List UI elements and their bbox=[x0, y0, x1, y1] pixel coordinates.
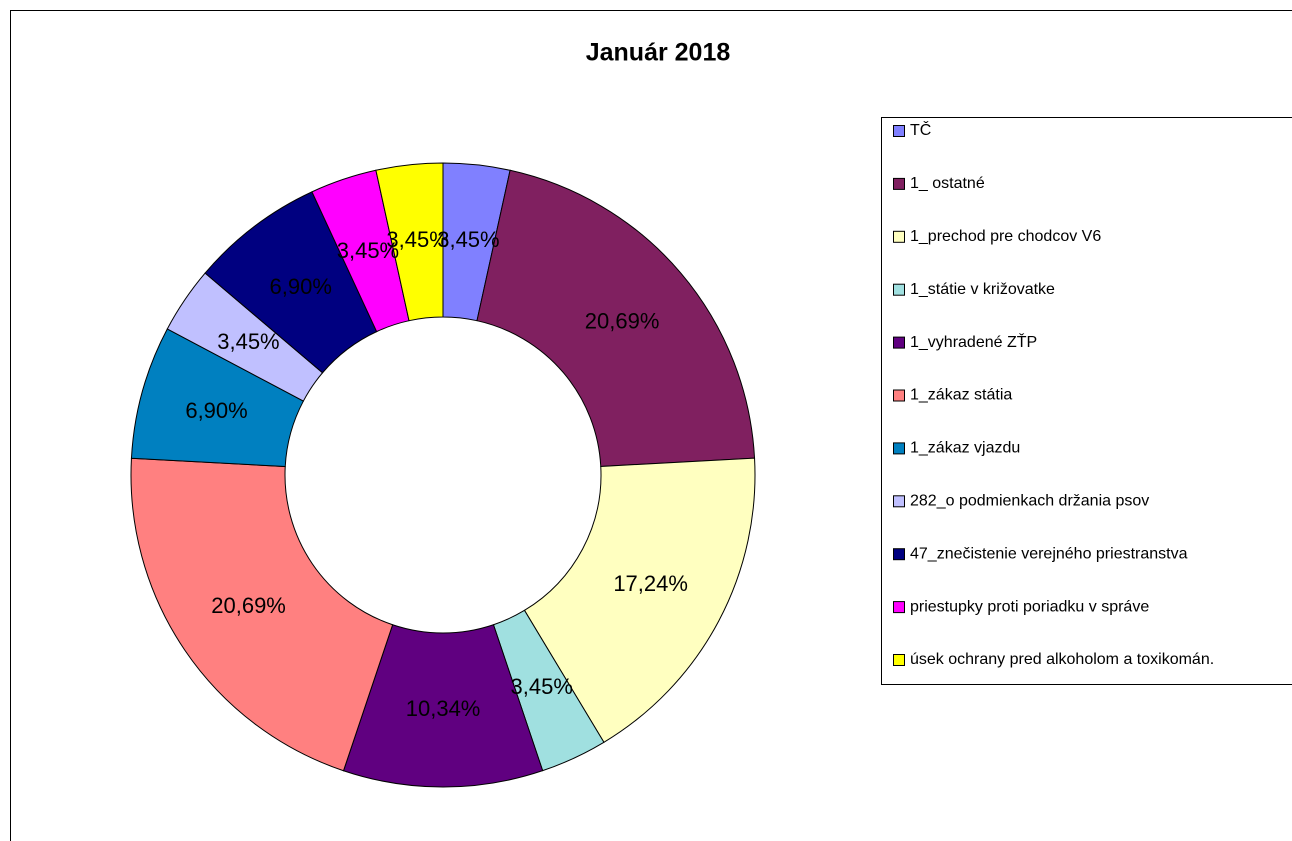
legend-swatch bbox=[893, 177, 905, 190]
legend-swatch bbox=[893, 601, 905, 614]
legend-swatch bbox=[893, 336, 905, 349]
legend-label: 1_státie v križovatke bbox=[910, 281, 1055, 298]
legend-swatch bbox=[893, 230, 905, 243]
data-label: 10,34% bbox=[406, 696, 481, 721]
legend-swatch bbox=[893, 548, 905, 561]
legend-label: 282_o podmienkach držania psov bbox=[910, 493, 1149, 510]
legend-label: 1_zákaz vjazdu bbox=[910, 440, 1020, 457]
data-label: 20,69% bbox=[211, 593, 286, 618]
legend-label: 47_znečistenie verejného priestranstva bbox=[910, 545, 1188, 562]
legend-swatch bbox=[893, 389, 905, 402]
legend-swatch bbox=[893, 283, 905, 296]
donut-slice bbox=[375, 162, 444, 322]
legend-label: 1_ ostatné bbox=[910, 175, 985, 192]
legend-label: priestupky proti poriadku v správe bbox=[910, 598, 1149, 615]
donut-slice bbox=[523, 457, 756, 743]
data-label: 3,45% bbox=[337, 238, 399, 263]
legend-label: úsek ochrany pred alkoholom a toxikomán. bbox=[910, 651, 1214, 668]
data-label: 6,90% bbox=[270, 274, 332, 299]
data-label: 3,45% bbox=[511, 674, 573, 699]
legend-swatch bbox=[893, 654, 905, 666]
data-label: 3,45% bbox=[217, 329, 279, 354]
data-label: 3,45% bbox=[437, 227, 499, 252]
legend-swatch bbox=[893, 125, 905, 137]
legend-label: 1_zákaz státia bbox=[910, 387, 1012, 404]
data-label: 20,69% bbox=[585, 309, 660, 334]
chart-frame bbox=[10, 10, 1292, 841]
legend-swatch bbox=[893, 442, 905, 455]
chart-title: Január 2018 bbox=[586, 39, 731, 67]
donut-slice bbox=[476, 169, 756, 467]
legend-label: 1_prechod pre chodcov V6 bbox=[910, 228, 1101, 245]
donut-slice bbox=[130, 457, 394, 772]
legend-label: TČ bbox=[910, 120, 931, 139]
data-label: 17,24% bbox=[613, 571, 688, 596]
legend-label: 1_vyhradené ZŤP bbox=[910, 332, 1037, 351]
legend-frame bbox=[881, 117, 1292, 685]
data-label: 3,45% bbox=[386, 227, 448, 252]
legend-swatch bbox=[893, 495, 905, 508]
data-label: 6,90% bbox=[185, 398, 247, 423]
